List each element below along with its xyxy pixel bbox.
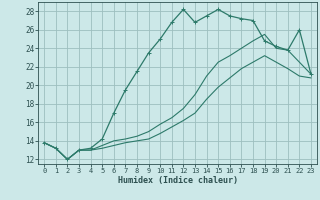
X-axis label: Humidex (Indice chaleur): Humidex (Indice chaleur): [118, 176, 238, 185]
